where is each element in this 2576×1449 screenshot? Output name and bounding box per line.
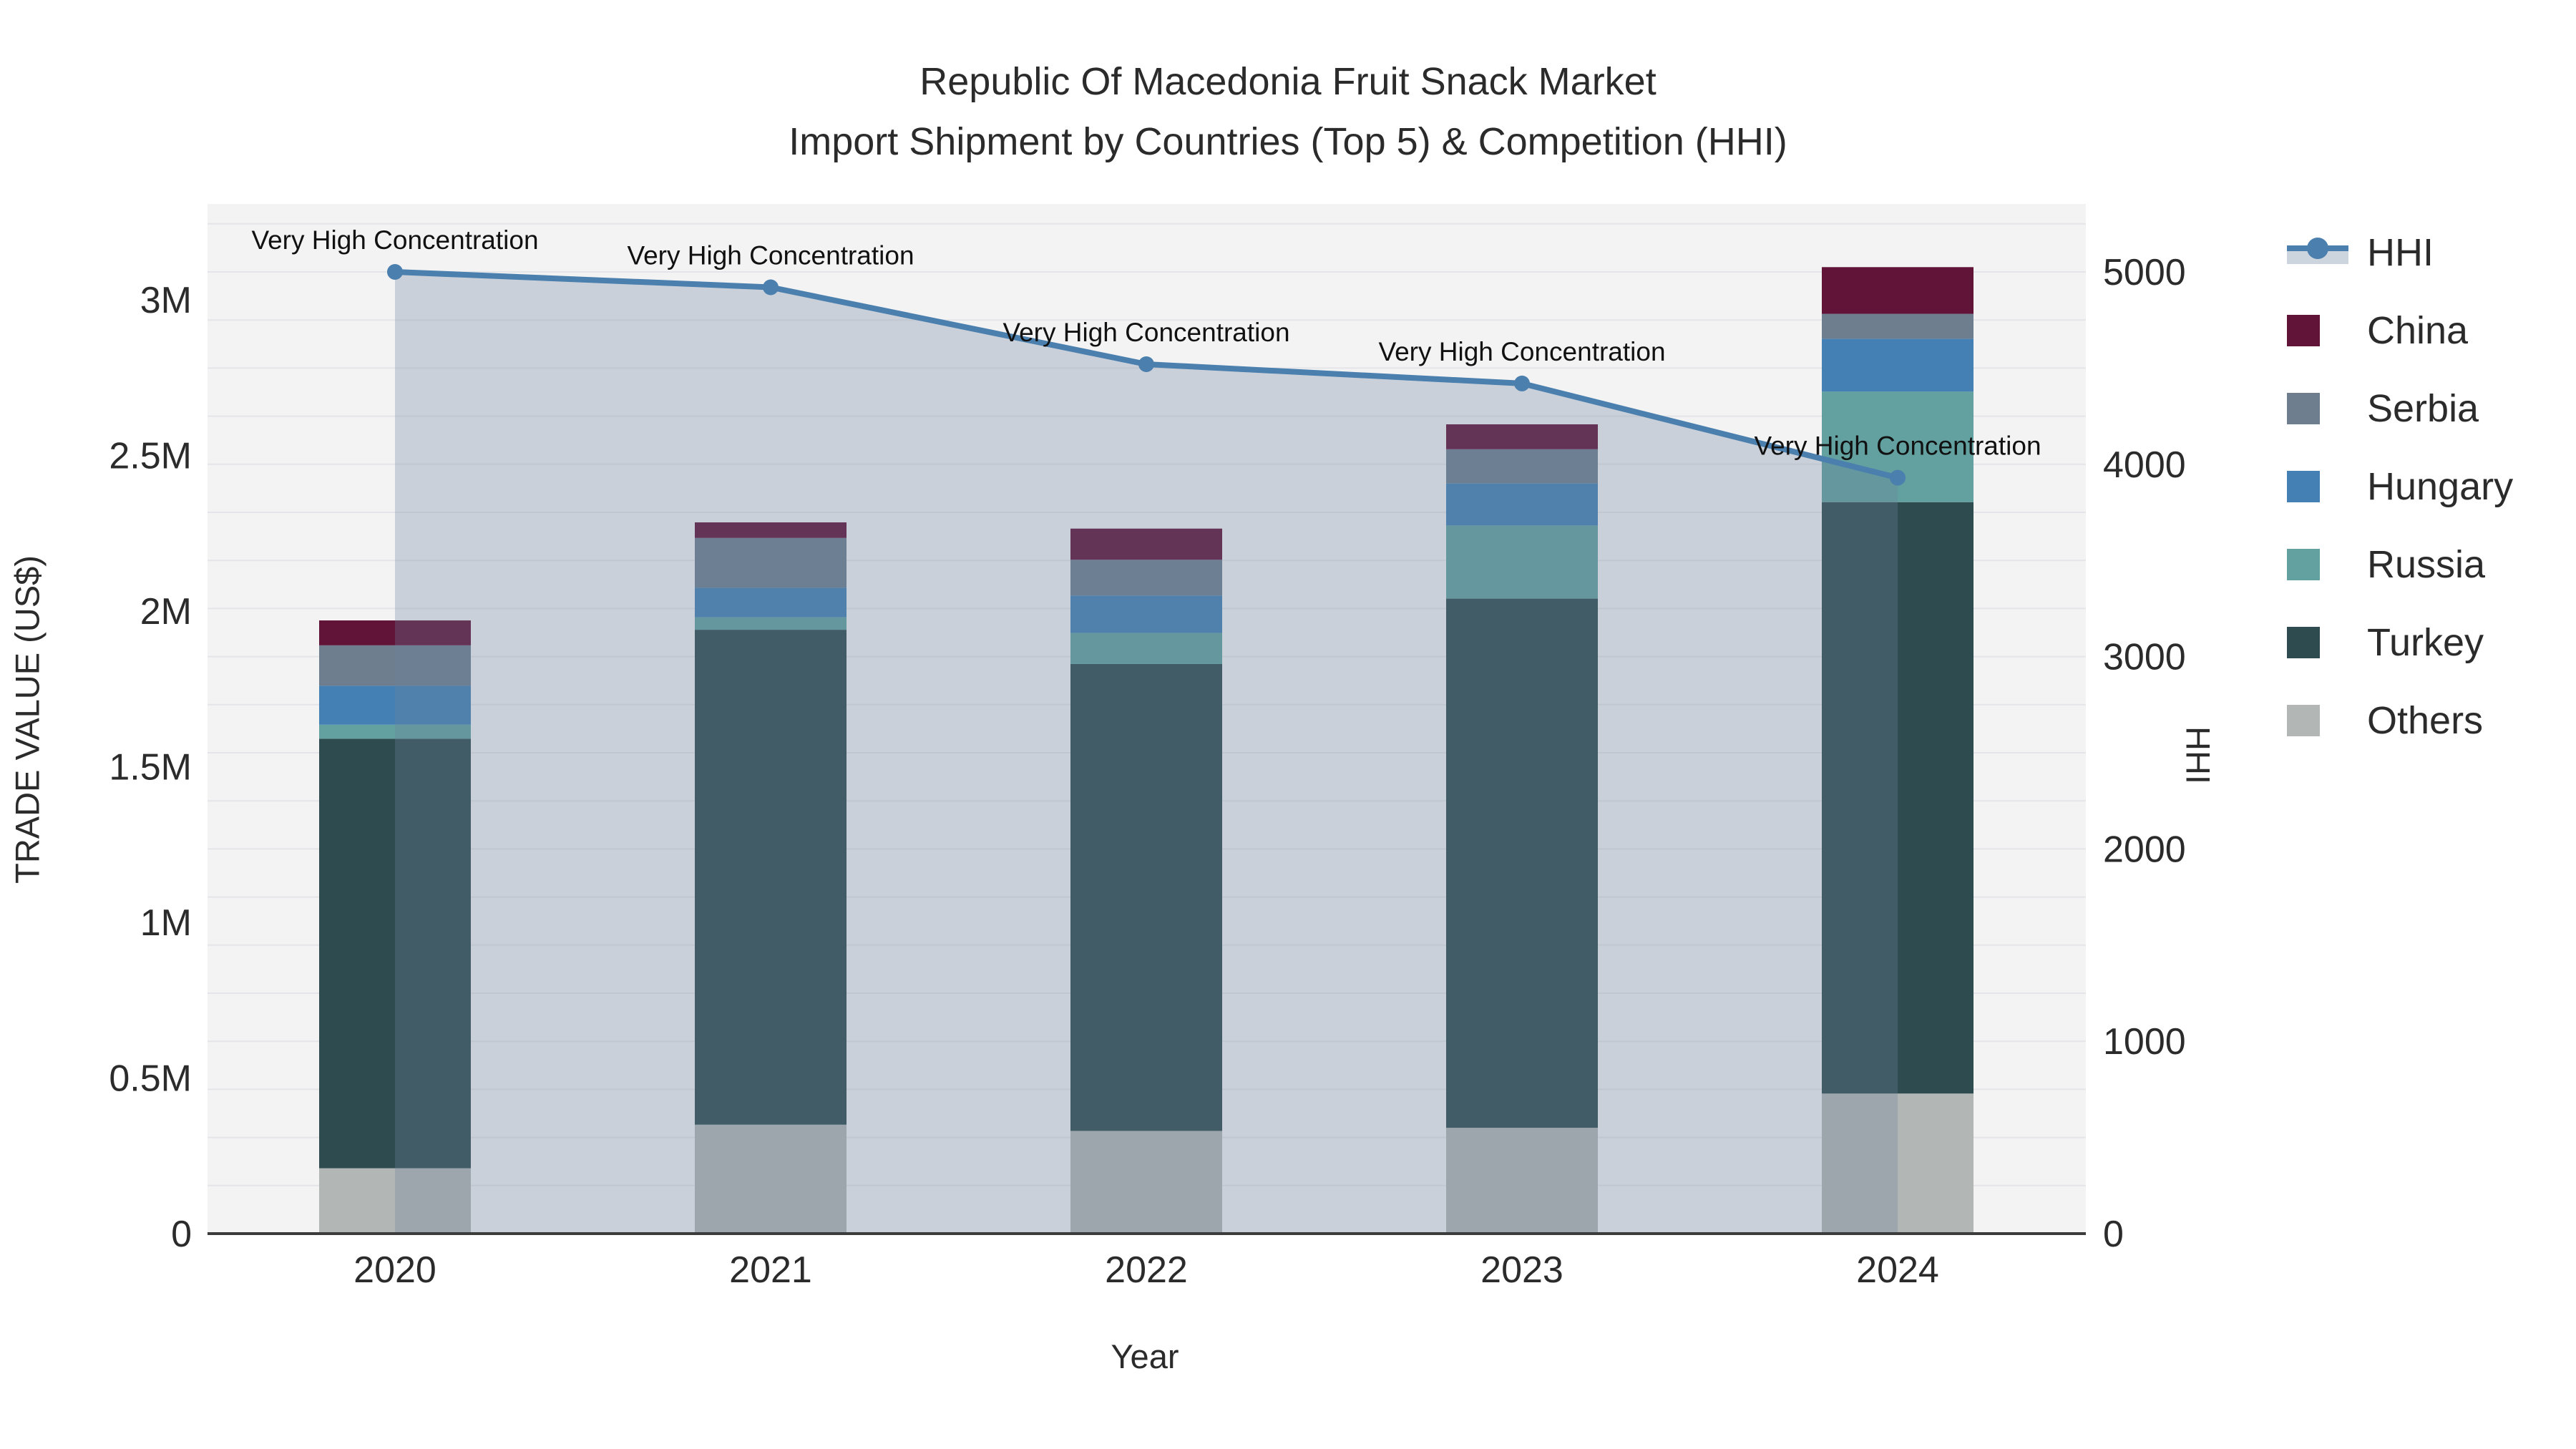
- annotation-2024: Very High Concentration: [1754, 431, 2041, 461]
- chart-title: Republic Of Macedonia Fruit Snack Market…: [0, 52, 2576, 172]
- y-left-tick-2M: 2M: [140, 591, 192, 633]
- y-right-tick-2000: 2000: [2103, 829, 2186, 870]
- legend-label: Turkey: [2367, 621, 2484, 664]
- annotation-2023: Very High Concentration: [1378, 337, 1665, 366]
- y-right-tick-0: 0: [2103, 1214, 2124, 1255]
- bar-segment-russia-2021[interactable]: [695, 617, 847, 630]
- hungary-swatch-icon: [2287, 469, 2348, 504]
- bar-segment-serbia-2020[interactable]: [319, 645, 471, 686]
- legend-item-turkey[interactable]: Turkey: [2287, 620, 2513, 665]
- hhi-marker-2022[interactable]: [1138, 356, 1154, 373]
- y-left-tick-0.5M: 0.5M: [109, 1058, 192, 1100]
- y-left-tick-0: 0: [171, 1214, 192, 1255]
- china-swatch-icon: [2287, 313, 2348, 348]
- turkey-swatch-icon: [2287, 625, 2348, 660]
- hhi-marker-2024[interactable]: [1890, 469, 1906, 486]
- hhi-marker-2021[interactable]: [763, 279, 779, 296]
- x-tick-2024: 2024: [1856, 1249, 1939, 1291]
- bar-segment-russia-2020[interactable]: [319, 724, 471, 739]
- bar-segment-russia-2023[interactable]: [1446, 525, 1598, 599]
- bar-segment-others-2022[interactable]: [1070, 1131, 1222, 1234]
- bar-segment-china-2020[interactable]: [319, 620, 471, 645]
- bar-segment-china-2021[interactable]: [695, 522, 847, 538]
- legend-item-hhi[interactable]: HHI: [2287, 230, 2513, 275]
- bar-segment-serbia-2024[interactable]: [1822, 313, 1974, 339]
- bar-segment-turkey-2024[interactable]: [1822, 502, 1974, 1094]
- legend-label: Russia: [2367, 543, 2486, 586]
- annotation-2022: Very High Concentration: [1002, 318, 1289, 347]
- legend-item-china[interactable]: China: [2287, 308, 2513, 353]
- bar-segment-china-2022[interactable]: [1070, 528, 1222, 560]
- bar-segment-hungary-2020[interactable]: [319, 686, 471, 725]
- bar-segment-serbia-2021[interactable]: [695, 537, 847, 588]
- annotation-2020: Very High Concentration: [251, 225, 538, 255]
- legend-label: Others: [2367, 699, 2484, 742]
- hhi-marker-2020[interactable]: [387, 264, 403, 280]
- bar-segment-china-2024[interactable]: [1822, 267, 1974, 314]
- bar-segment-turkey-2022[interactable]: [1070, 663, 1222, 1131]
- bar-segment-turkey-2020[interactable]: [319, 738, 471, 1169]
- x-axis-title: Year: [1111, 1337, 1179, 1375]
- x-tick-2020: 2020: [353, 1249, 436, 1291]
- legend-label: Serbia: [2367, 387, 2479, 430]
- bar-segment-others-2020[interactable]: [319, 1168, 471, 1234]
- bar-segment-hungary-2021[interactable]: [695, 587, 847, 618]
- hhi-marker-2023[interactable]: [1514, 375, 1530, 391]
- bar-segment-hungary-2024[interactable]: [1822, 338, 1974, 392]
- legend-label: Hungary: [2367, 465, 2514, 508]
- y-left-tick-2.5M: 2.5M: [109, 436, 192, 477]
- legend-label: China: [2367, 309, 2469, 352]
- legend-item-serbia[interactable]: Serbia: [2287, 386, 2513, 431]
- bar-segment-serbia-2023[interactable]: [1446, 449, 1598, 484]
- bar-segment-others-2021[interactable]: [695, 1124, 847, 1234]
- y-right-tick-3000: 3000: [2103, 637, 2186, 678]
- bar-segment-russia-2022[interactable]: [1070, 633, 1222, 664]
- chart-title-line1: Republic Of Macedonia Fruit Snack Market: [919, 60, 1657, 103]
- others-swatch-icon: [2287, 703, 2348, 738]
- bar-segment-serbia-2022[interactable]: [1070, 560, 1222, 596]
- x-tick-2022: 2022: [1105, 1249, 1188, 1291]
- y-left-tick-1.5M: 1.5M: [109, 747, 192, 789]
- legend-item-others[interactable]: Others: [2287, 698, 2513, 743]
- chart-title-line2: Import Shipment by Countries (Top 5) & C…: [789, 120, 1787, 164]
- annotation-2021: Very High Concentration: [627, 241, 914, 270]
- legend-label: HHI: [2367, 231, 2434, 274]
- russia-swatch-icon: [2287, 547, 2348, 582]
- bar-segment-others-2023[interactable]: [1446, 1128, 1598, 1234]
- bar-segment-others-2024[interactable]: [1822, 1093, 1974, 1234]
- hhi-area-fill: [395, 272, 1898, 1234]
- y-right-tick-1000: 1000: [2103, 1021, 2186, 1063]
- bar-segment-turkey-2021[interactable]: [695, 630, 847, 1125]
- serbia-swatch-icon: [2287, 391, 2348, 426]
- bar-segment-hungary-2023[interactable]: [1446, 483, 1598, 526]
- legend-item-hungary[interactable]: Hungary: [2287, 464, 2513, 509]
- y-right-tick-4000: 4000: [2103, 444, 2186, 486]
- legend: HHI China Serbia Hungary Russia Turkey Others: [2287, 230, 2513, 743]
- bar-segment-china-2023[interactable]: [1446, 424, 1598, 449]
- x-tick-2023: 2023: [1480, 1249, 1563, 1291]
- bar-segment-turkey-2023[interactable]: [1446, 598, 1598, 1128]
- x-tick-2021: 2021: [729, 1249, 812, 1291]
- bar-segment-hungary-2022[interactable]: [1070, 595, 1222, 633]
- y-left-tick-3M: 3M: [140, 280, 192, 321]
- legend-item-russia[interactable]: Russia: [2287, 542, 2513, 587]
- y-left-tick-1M: 1M: [140, 902, 192, 944]
- hhi-line-swatch-icon: [2287, 235, 2348, 270]
- y-right-tick-5000: 5000: [2103, 252, 2186, 293]
